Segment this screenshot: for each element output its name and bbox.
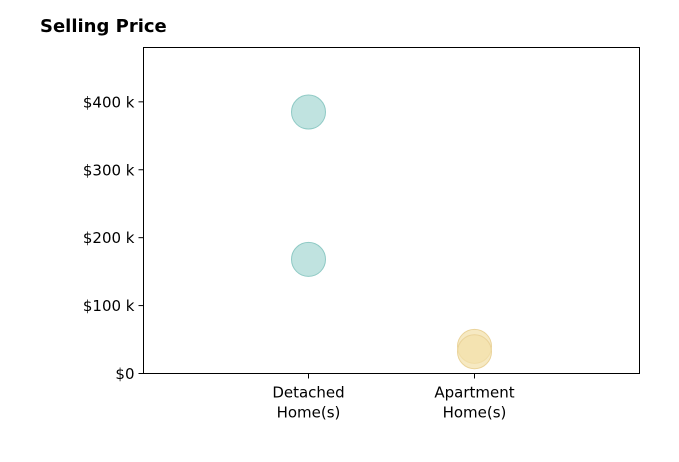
y-tick-label: $0 bbox=[115, 365, 134, 383]
data-point bbox=[291, 241, 326, 277]
data-point bbox=[291, 94, 326, 130]
data-point bbox=[457, 334, 492, 370]
x-tick-label: Home(s) bbox=[443, 404, 507, 422]
y-tick-label: $400 k bbox=[83, 93, 135, 111]
y-axis: $0 $100 k $200 k $300 k $400 k bbox=[83, 93, 144, 383]
x-tick-label: Detached bbox=[272, 384, 344, 402]
y-tick-label: $300 k bbox=[83, 161, 135, 179]
chart-title: Selling Price bbox=[40, 16, 167, 37]
y-tick-label: $100 k bbox=[83, 297, 135, 315]
x-tick-label: Apartment bbox=[434, 384, 514, 402]
x-tick-label: Home(s) bbox=[277, 404, 341, 422]
plot-area-frame bbox=[143, 47, 640, 374]
y-tick-label: $200 k bbox=[83, 229, 135, 247]
data-points bbox=[291, 94, 492, 370]
x-axis: Detached Home(s) Apartment Home(s) bbox=[272, 373, 515, 422]
